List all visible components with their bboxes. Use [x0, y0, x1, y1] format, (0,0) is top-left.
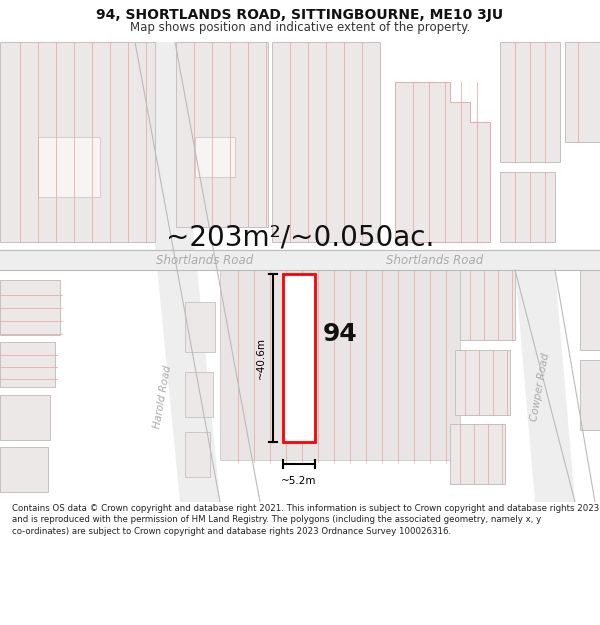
Polygon shape — [395, 82, 490, 242]
Bar — [580, 360, 600, 430]
Text: 94, SHORTLANDS ROAD, SITTINGBOURNE, ME10 3JU: 94, SHORTLANDS ROAD, SITTINGBOURNE, ME10… — [97, 8, 503, 22]
Bar — [176, 42, 268, 227]
Text: ~40.6m: ~40.6m — [256, 337, 266, 379]
Text: Map shows position and indicative extent of the property.: Map shows position and indicative extent… — [130, 21, 470, 34]
Bar — [500, 172, 555, 242]
Bar — [185, 372, 213, 417]
Bar — [565, 42, 600, 142]
Bar — [455, 350, 510, 415]
Bar — [0, 250, 600, 270]
Polygon shape — [135, 42, 220, 502]
Text: 94: 94 — [323, 322, 358, 346]
Text: Shortlands Road: Shortlands Road — [157, 254, 254, 266]
Bar — [185, 432, 210, 477]
Bar — [272, 42, 380, 242]
Bar — [283, 274, 315, 442]
Text: ~203m²/~0.050ac.: ~203m²/~0.050ac. — [166, 223, 434, 251]
Bar — [38, 137, 100, 197]
Bar — [580, 270, 600, 350]
Text: Shortlands Road: Shortlands Road — [386, 254, 484, 266]
Text: Harold Road: Harold Road — [152, 364, 173, 429]
Bar — [0, 280, 60, 335]
Bar — [460, 270, 515, 340]
Bar — [220, 270, 460, 460]
Bar — [185, 302, 215, 352]
Text: Cowper Road: Cowper Road — [529, 352, 551, 422]
Text: ~5.2m: ~5.2m — [281, 476, 317, 486]
Bar — [500, 42, 560, 162]
Text: Contains OS data © Crown copyright and database right 2021. This information is : Contains OS data © Crown copyright and d… — [12, 504, 599, 536]
Polygon shape — [515, 270, 575, 502]
Bar — [0, 395, 50, 440]
Bar — [195, 137, 235, 177]
Bar — [450, 424, 505, 484]
Bar — [0, 342, 55, 387]
Bar — [0, 447, 48, 492]
Bar — [0, 42, 155, 242]
